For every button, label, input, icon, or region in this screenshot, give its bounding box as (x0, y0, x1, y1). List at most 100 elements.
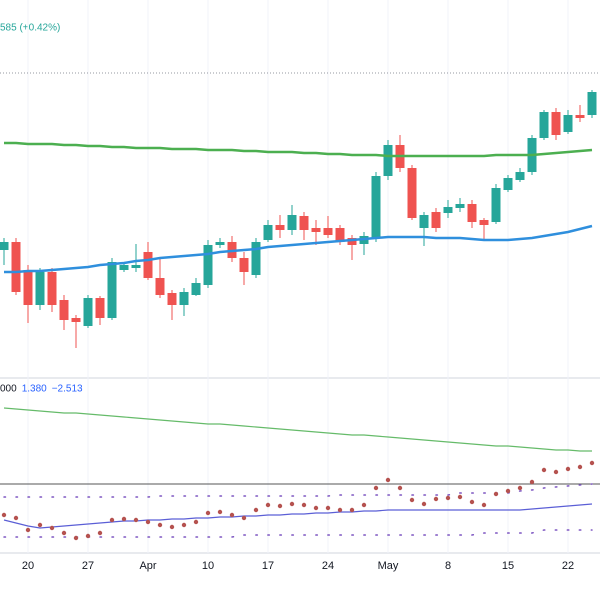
candle-body (491, 188, 501, 222)
indicator-dot (73, 535, 79, 541)
indicator-dot (169, 524, 175, 530)
indicator-dot (193, 519, 199, 525)
candle-body (23, 270, 33, 305)
candle-body (587, 92, 597, 115)
indicator-dot (457, 494, 463, 500)
candle-body (551, 112, 561, 135)
x-tick-label: 15 (502, 560, 514, 572)
candle-body (467, 204, 477, 222)
indicator-dot (577, 464, 583, 470)
indicator-dot (133, 517, 139, 523)
candle-body (263, 225, 273, 240)
indicator-dot (589, 460, 595, 466)
band-line (3, 529, 593, 538)
candle-body (71, 318, 81, 322)
indicator-dot (433, 496, 439, 502)
candle-body (455, 204, 465, 208)
indicator-dot (565, 466, 571, 472)
candle-body (383, 145, 393, 176)
indicator-dot (349, 507, 355, 513)
indicator-label: 000 (0, 384, 17, 395)
candle-body (539, 112, 549, 138)
candle-body (275, 225, 285, 230)
price-info: 585 (+0.42%) (0, 23, 60, 34)
indicator-dot (421, 501, 427, 507)
indicator-dot (145, 519, 151, 525)
indicator-label: 1.380 (22, 384, 47, 395)
indicator-dot (253, 507, 259, 513)
indicator-dot (469, 499, 475, 505)
indicator-label: −2.513 (52, 384, 83, 395)
candle-body (287, 215, 297, 230)
candle-body (371, 176, 381, 238)
moving-average (4, 141, 593, 158)
candle-body (419, 215, 429, 228)
indicator-line (3, 503, 593, 529)
indicator-dot (1, 512, 7, 518)
indicator-dot (337, 507, 343, 513)
indicator-dot (541, 467, 547, 473)
indicator-dot (301, 502, 307, 508)
candle-body (503, 178, 513, 190)
x-tick-label: 22 (562, 560, 574, 572)
candle-body (35, 272, 45, 305)
indicator-dot (505, 488, 511, 494)
candle-body (83, 298, 93, 326)
indicator-dot (361, 502, 367, 508)
indicator-dot (157, 522, 163, 528)
candle-body (515, 172, 525, 180)
indicator-dot (109, 517, 115, 523)
moving-average (4, 224, 593, 274)
x-tick-label: 10 (202, 560, 214, 572)
x-tick-label: 8 (445, 560, 451, 572)
indicator-dot (409, 497, 415, 503)
candle-body (431, 212, 441, 228)
indicator-dot (517, 485, 523, 491)
candle-body (239, 258, 249, 272)
candle-body (251, 242, 261, 275)
indicator-dot (553, 469, 559, 475)
indicator-dot (205, 510, 211, 516)
indicator-dot (373, 485, 379, 491)
indicator-dot (529, 479, 535, 485)
indicator-dot (481, 502, 487, 508)
band-line (3, 483, 593, 498)
indicator-dot (397, 485, 403, 491)
indicator-dot (277, 503, 283, 509)
candle-body (215, 242, 225, 245)
x-tick-label: 24 (322, 560, 334, 572)
candle-body (107, 262, 117, 318)
candle-body (443, 207, 453, 213)
indicator-dot (325, 505, 331, 511)
x-tick-label: Apr (139, 560, 156, 572)
candle-body (131, 265, 141, 268)
candle-body (155, 278, 165, 295)
x-tick-label: 17 (262, 560, 274, 572)
indicator-dot (265, 502, 271, 508)
indicator-dot (385, 477, 391, 483)
indicator-dot (97, 530, 103, 536)
candle-body (575, 115, 585, 118)
indicator-dot (241, 515, 247, 521)
candle-body (191, 283, 201, 295)
indicator-dot (181, 522, 187, 528)
candle-body (179, 292, 189, 305)
candle-body (479, 220, 489, 225)
candle-body (0, 242, 9, 250)
indicator-dot (85, 533, 91, 539)
candle-body (335, 228, 345, 242)
indicator-dot (217, 509, 223, 515)
candle-body (11, 242, 21, 292)
indicator-dot (13, 515, 19, 521)
candle-body (119, 265, 129, 270)
indicator-dot (289, 501, 295, 507)
x-tick-label: 20 (22, 560, 34, 572)
candle-body (47, 272, 57, 305)
indicator-dot (229, 512, 235, 518)
indicator-dot (121, 516, 127, 522)
x-tick-label: May (378, 560, 399, 572)
indicator-dot (37, 522, 43, 528)
indicator-line (3, 407, 592, 452)
candle-body (323, 228, 333, 235)
